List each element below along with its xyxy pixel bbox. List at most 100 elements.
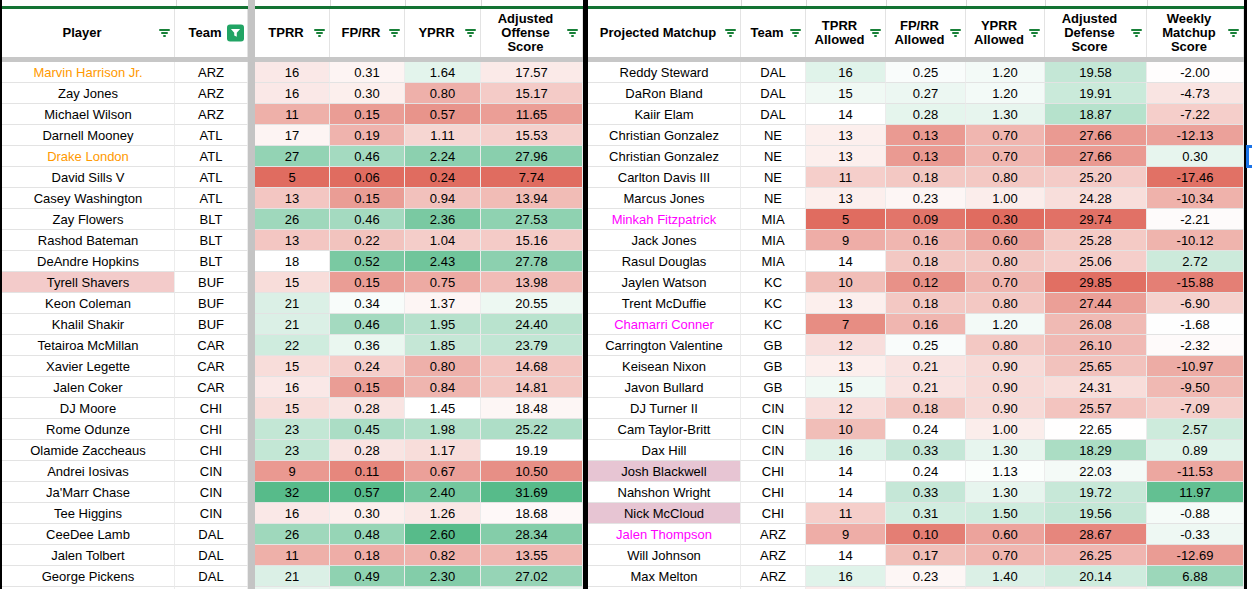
cell-tprr_a[interactable]: 13: [806, 293, 886, 314]
cell-team[interactable]: BUF: [175, 314, 248, 335]
cell-fprr[interactable]: 0.36: [330, 335, 405, 356]
cell-player[interactable]: David Sills V: [2, 167, 175, 188]
cell-player[interactable]: Khalil Shakir: [2, 314, 175, 335]
cell-team[interactable]: DAL: [741, 62, 806, 83]
cell-tprr[interactable]: 32: [255, 482, 330, 503]
cell-team[interactable]: NE: [741, 125, 806, 146]
cell-aos[interactable]: 27.53: [481, 209, 583, 230]
cell-wms[interactable]: -1.68: [1147, 314, 1244, 335]
cell-yprr[interactable]: 2.30: [405, 566, 481, 587]
header-cell-team[interactable]: Team: [741, 9, 806, 57]
cell-yprr[interactable]: 0.80: [405, 356, 481, 377]
cell-matchup[interactable]: Reddy Steward: [588, 62, 741, 83]
cell-yprr_a[interactable]: 0.70: [966, 545, 1045, 566]
cell-team[interactable]: CHI: [741, 482, 806, 503]
cell-tprr[interactable]: 21: [255, 293, 330, 314]
cell-yprr_a[interactable]: 0.70: [966, 146, 1045, 167]
cell-tprr_a[interactable]: 5: [806, 209, 886, 230]
cell-fprr[interactable]: 0.06: [330, 167, 405, 188]
filter-icon[interactable]: [1131, 29, 1142, 37]
cell-wms[interactable]: -4.73: [1147, 83, 1244, 104]
cell-matchup[interactable]: Cam Taylor-Britt: [588, 419, 741, 440]
cell-tprr_a[interactable]: 15: [806, 83, 886, 104]
cell-aos[interactable]: 15.17: [481, 83, 583, 104]
cell-tprr_a[interactable]: 13: [806, 125, 886, 146]
cell-matchup[interactable]: DaRon Bland: [588, 83, 741, 104]
header-cell-tprr_a[interactable]: TPRR Allowed: [806, 9, 886, 57]
cell-player[interactable]: Zay Flowers: [2, 209, 175, 230]
cell-player[interactable]: Rome Odunze: [2, 419, 175, 440]
cell-player[interactable]: Marvin Harrison Jr.: [2, 62, 175, 83]
cell-fprr_a[interactable]: 0.28: [886, 104, 966, 125]
cell-aos[interactable]: 17.57: [481, 62, 583, 83]
cell-yprr_a[interactable]: 0.90: [966, 356, 1045, 377]
cell-team[interactable]: CHI: [741, 461, 806, 482]
cell-fprr[interactable]: 0.46: [330, 314, 405, 335]
cell-yprr_a[interactable]: 1.13: [966, 461, 1045, 482]
cell-team[interactable]: DAL: [175, 524, 248, 545]
filter-icon[interactable]: [725, 29, 736, 37]
cell-yprr_a[interactable]: 1.20: [966, 62, 1045, 83]
cell-matchup[interactable]: Max Melton: [588, 566, 741, 587]
cell-tprr[interactable]: 5: [255, 167, 330, 188]
cell-team[interactable]: DAL: [175, 566, 248, 587]
header-cell-fprr[interactable]: FP/RR: [330, 9, 405, 57]
cell-matchup[interactable]: Rasul Douglas: [588, 251, 741, 272]
cell-ads[interactable]: 24.31: [1045, 377, 1147, 398]
cell-wms[interactable]: -2.32: [1147, 335, 1244, 356]
cell-matchup[interactable]: Christian Gonzalez: [588, 125, 741, 146]
cell-aos[interactable]: 14.68: [481, 356, 583, 377]
cell-wms[interactable]: 2.57: [1147, 419, 1244, 440]
cell-fprr_a[interactable]: 0.13: [886, 125, 966, 146]
cell-team[interactable]: BUF: [175, 293, 248, 314]
cell-player[interactable]: Rashod Bateman: [2, 230, 175, 251]
cell-ads[interactable]: 20.14: [1045, 566, 1147, 587]
filter-icon[interactable]: [1228, 29, 1239, 37]
cell-ads[interactable]: 27.66: [1045, 146, 1147, 167]
cell-matchup[interactable]: Christian Gonzalez: [588, 146, 741, 167]
cell-wms[interactable]: 0.30: [1147, 146, 1244, 167]
cell-tprr_a[interactable]: 15: [806, 377, 886, 398]
cell-ads[interactable]: 22.03: [1045, 461, 1147, 482]
cell-ads[interactable]: 18.29: [1045, 440, 1147, 461]
cell-wms[interactable]: 0.89: [1147, 440, 1244, 461]
cell-player[interactable]: Michael Wilson: [2, 104, 175, 125]
cell-ads[interactable]: 18.87: [1045, 104, 1147, 125]
cell-fprr[interactable]: 0.48: [330, 524, 405, 545]
cell-fprr[interactable]: 0.34: [330, 293, 405, 314]
filter-icon[interactable]: [950, 29, 961, 37]
cell-yprr[interactable]: 0.57: [405, 104, 481, 125]
cell-aos[interactable]: 20.55: [481, 293, 583, 314]
cell-wms[interactable]: -9.50: [1147, 377, 1244, 398]
cell-matchup[interactable]: Jalen Thompson: [588, 524, 741, 545]
cell-team[interactable]: NE: [741, 167, 806, 188]
cell-wms[interactable]: -10.12: [1147, 230, 1244, 251]
cell-tprr[interactable]: 13: [255, 230, 330, 251]
cell-yprr[interactable]: 2.40: [405, 482, 481, 503]
cell-team[interactable]: ATL: [175, 167, 248, 188]
cell-player[interactable]: DJ Moore: [2, 398, 175, 419]
cell-fprr_a[interactable]: 0.23: [886, 188, 966, 209]
cell-tprr[interactable]: 15: [255, 356, 330, 377]
cell-aos[interactable]: 15.53: [481, 125, 583, 146]
cell-yprr[interactable]: 1.64: [405, 62, 481, 83]
cell-tprr[interactable]: 15: [255, 272, 330, 293]
cell-aos[interactable]: 13.55: [481, 545, 583, 566]
cell-team[interactable]: KC: [741, 314, 806, 335]
cell-ads[interactable]: 26.10: [1045, 335, 1147, 356]
cell-tprr_a[interactable]: 16: [806, 566, 886, 587]
cell-team[interactable]: GB: [741, 377, 806, 398]
cell-team[interactable]: GB: [741, 335, 806, 356]
cell-matchup[interactable]: Nahshon Wright: [588, 482, 741, 503]
header-cell-aos[interactable]: Adjusted Offense Score: [481, 9, 583, 57]
cell-team[interactable]: MIA: [741, 251, 806, 272]
cell-fprr_a[interactable]: 0.25: [886, 335, 966, 356]
cell-ads[interactable]: 19.56: [1045, 503, 1147, 524]
cell-team[interactable]: ATL: [175, 125, 248, 146]
cell-fprr[interactable]: 0.30: [330, 83, 405, 104]
frozen-column-divider[interactable]: [248, 0, 255, 589]
cell-aos[interactable]: 15.16: [481, 230, 583, 251]
cell-ads[interactable]: 22.65: [1045, 419, 1147, 440]
cell-wms[interactable]: 11.97: [1147, 482, 1244, 503]
cell-wms[interactable]: -12.69: [1147, 545, 1244, 566]
